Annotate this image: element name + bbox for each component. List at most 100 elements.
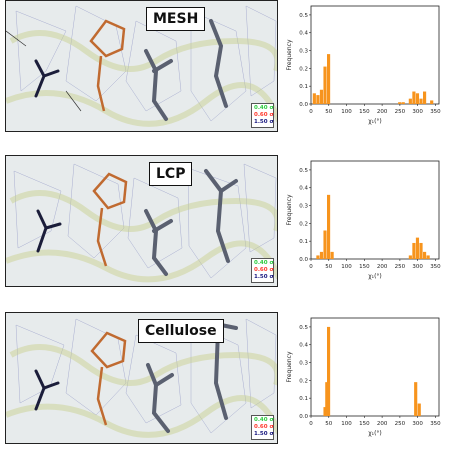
sigma-level-high: 1.50 σ — [254, 119, 274, 125]
y-tick-label: 0.5 — [299, 325, 308, 331]
sigma-level-mid: 0.60 σ — [254, 267, 274, 273]
histogram-bar — [327, 326, 331, 416]
y-axis-label: Frequency — [286, 39, 293, 70]
y-tick-label: 0.0 — [299, 414, 308, 420]
sigma-legend: 0.40 σ 0.60 σ 1.50 σ — [251, 103, 274, 128]
histogram-bar — [401, 102, 405, 104]
y-tick-label: 0.3 — [299, 361, 308, 367]
density-map-drawing — [6, 1, 277, 131]
panel-cellulose: Cellulose 0.40 σ 0.60 σ 1.50 σ 0 50 100 150… — [0, 312, 450, 452]
histogram-plot: 0 50 100 150 200 250 300 350 0.0 0.1 0.2 0.3 0.4 0.5 χ… — [286, 5, 441, 125]
sigma-level-mid: 0.60 σ — [254, 112, 274, 118]
x-tick-label: 100 — [341, 421, 352, 427]
method-label: LCP — [149, 162, 193, 186]
method-label: Cellulose — [138, 319, 224, 343]
histogram-bar — [316, 95, 320, 104]
x-tick-label: 250 — [395, 109, 406, 115]
x-tick-label: 100 — [341, 264, 352, 270]
histogram-bar — [323, 230, 327, 259]
sigma-legend: 0.40 σ 0.60 σ 1.50 σ — [251, 258, 274, 283]
histogram-bar — [325, 382, 329, 416]
histogram-bar — [319, 251, 324, 259]
histogram-bar — [415, 237, 420, 259]
histogram-bar — [327, 194, 331, 259]
y-tick-label: 0.5 — [299, 13, 308, 19]
x-tick-label: 0 — [309, 109, 313, 115]
x-tick-label: 150 — [359, 421, 370, 427]
x-tick-label: 350 — [430, 109, 441, 115]
chi1-histogram: 0 50 100 150 200 250 300 350 0.0 0.1 0.2 0.3 0.4 0.5 χ… — [285, 312, 450, 452]
panel-mesh: MESH 0.40 σ 0.60 σ 1.50 σ 0 50 100 150 200 25… — [0, 0, 450, 140]
histogram-bar — [417, 403, 421, 416]
panel-lcp: LCP 0.40 σ 0.60 σ 1.50 σ 0 50 100 150 200 250… — [0, 155, 450, 295]
method-label: MESH — [146, 7, 206, 31]
y-tick-label: 0.1 — [299, 396, 308, 402]
y-tick-label: 0.3 — [299, 204, 308, 210]
density-map-image: MESH 0.40 σ 0.60 σ 1.50 σ — [5, 0, 278, 132]
histogram-plot: 0 50 100 150 200 250 300 350 0.0 0.1 0.2 0.3 0.4 0.5 χ… — [286, 317, 441, 437]
x-tick-label: 300 — [412, 109, 423, 115]
x-axis-label: χ₁(°) — [368, 430, 382, 437]
y-tick-label: 0.0 — [299, 102, 308, 108]
x-tick-label: 0 — [309, 264, 313, 270]
x-tick-label: 200 — [377, 264, 388, 270]
plot-frame — [310, 317, 440, 417]
x-tick-label: 150 — [359, 109, 370, 115]
x-tick-label: 150 — [359, 264, 370, 270]
x-tick-label: 250 — [395, 421, 406, 427]
histogram-bar — [419, 242, 423, 259]
y-axis-label: Frequency — [286, 194, 293, 225]
histogram-bar — [323, 66, 327, 104]
y-tick-label: 0.2 — [299, 66, 308, 72]
x-tick-label: 50 — [325, 264, 332, 270]
sigma-legend: 0.40 σ 0.60 σ 1.50 σ — [251, 415, 274, 440]
x-tick-label: 0 — [309, 421, 313, 427]
x-tick-label: 100 — [341, 109, 352, 115]
histogram-bar — [316, 255, 320, 259]
x-tick-label: 300 — [412, 264, 423, 270]
y-tick-label: 0.2 — [299, 221, 308, 227]
histogram-bar — [412, 91, 416, 104]
histogram-bar — [312, 93, 316, 104]
x-tick-label: 200 — [377, 109, 388, 115]
sigma-level-high: 1.50 σ — [254, 274, 274, 280]
y-tick-label: 0.5 — [299, 168, 308, 174]
x-tick-label: 350 — [430, 421, 441, 427]
chi1-histogram: 0 50 100 150 200 250 300 350 0.0 0.1 0.2 0.3 0.4 0.5 χ… — [285, 155, 450, 295]
x-tick-label: 50 — [325, 421, 332, 427]
y-tick-label: 0.0 — [299, 257, 308, 263]
histogram-bar — [319, 89, 324, 104]
density-map-image: LCP 0.40 σ 0.60 σ 1.50 σ — [5, 155, 278, 287]
x-tick-label: 200 — [377, 421, 388, 427]
density-map-drawing — [6, 156, 277, 286]
chi1-histogram: 0 50 100 150 200 250 300 350 0.0 0.1 0.2 0.3 0.4 0.5 χ… — [285, 0, 450, 140]
y-tick-label: 0.2 — [299, 378, 308, 384]
x-axis-label: χ₁(°) — [368, 118, 382, 125]
histogram-bar — [414, 382, 418, 416]
histogram-bar — [415, 93, 420, 104]
histogram-bar — [330, 251, 334, 259]
y-tick-label: 0.4 — [299, 343, 308, 349]
x-axis-label: χ₁(°) — [368, 273, 382, 280]
y-tick-label: 0.3 — [299, 49, 308, 55]
x-tick-label: 350 — [430, 264, 441, 270]
y-tick-label: 0.4 — [299, 186, 308, 192]
sigma-level-high: 1.50 σ — [254, 431, 274, 437]
y-tick-label: 0.4 — [299, 31, 308, 37]
sigma-level-mid: 0.60 σ — [254, 424, 274, 430]
histogram-bar — [408, 98, 412, 104]
histogram-bar — [323, 407, 327, 416]
histogram-bar — [423, 91, 427, 104]
histogram-plot: 0 50 100 150 200 250 300 350 0.0 0.1 0.2 0.3 0.4 0.5 χ… — [286, 160, 441, 280]
histogram-bar — [430, 100, 434, 104]
y-axis-label: Frequency — [286, 351, 293, 382]
density-map-image: Cellulose 0.40 σ 0.60 σ 1.50 σ — [5, 312, 278, 444]
y-tick-label: 0.1 — [299, 84, 308, 90]
x-tick-label: 50 — [325, 109, 332, 115]
sigma-level-low: 0.40 σ — [254, 105, 274, 111]
y-tick-label: 0.1 — [299, 239, 308, 245]
histogram-bar — [426, 255, 430, 259]
histogram-bar — [398, 102, 402, 104]
sigma-level-low: 0.40 σ — [254, 417, 274, 423]
sigma-level-low: 0.40 σ — [254, 260, 274, 266]
